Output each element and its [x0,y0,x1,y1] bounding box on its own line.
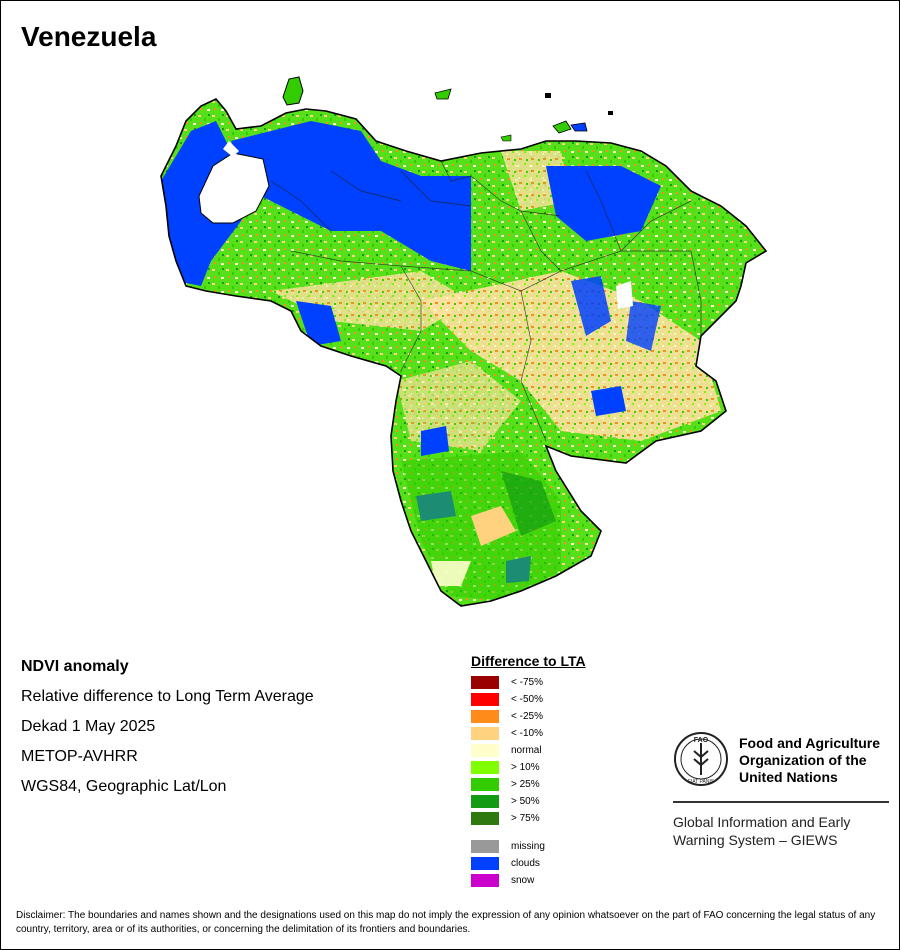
legend-label: > 75% [511,813,540,824]
info-heading: NDVI anomaly [21,658,129,675]
giews-name: Global Information and Early Warning Sys… [673,813,889,849]
legend-swatch [471,676,499,689]
legend-label: snow [511,875,535,886]
legend-row: normal [471,744,542,757]
ndvi-anomaly-map [160,76,767,607]
legend-swatch [471,812,499,825]
fao-org-line-1: Food and Agriculture [739,735,881,751]
giews-line-1: Global Information and Early [673,814,851,830]
fao-logo-icon: FAO FIAT PANIS [674,732,728,786]
legend-row: > 50% [471,795,540,808]
legend-swatch [471,840,499,853]
legend-row: > 75% [471,812,540,825]
legend-row: > 10% [471,761,540,774]
fao-org-name: Food and Agriculture Organization of the… [739,735,889,786]
legend-swatch [471,874,499,887]
fao-org-line-3: United Nations [739,769,838,785]
fao-org-line-2: Organization of the [739,752,867,768]
info-line-4: WGS84, Geographic Lat/Lon [21,778,227,795]
info-line-2: Dekad 1 May 2025 [21,718,156,735]
legend-row: clouds [471,857,540,870]
legend-label: > 50% [511,796,540,807]
fao-logo-acronym: FAO [694,737,709,744]
map-info-block: NDVI anomaly Relative difference to Long… [21,656,314,806]
info-line-3: METOP-AVHRR [21,748,138,765]
legend-swatch [471,727,499,740]
legend-swatch [471,744,499,757]
legend: Difference to LTA < -75% < -50% < -25% < -1… [471,653,586,887]
legend-label: < -50% [511,694,543,705]
legend-row: < -75% [471,676,543,689]
disclaimer: Disclaimer: The boundaries and names sho… [16,910,876,935]
legend-swatch [471,795,499,808]
fao-logo-motto: FIAT PANIS [688,779,715,785]
legend-swatch [471,710,499,723]
legend-label: normal [511,745,542,756]
legend-swatch [471,778,499,791]
legend-label: < -75% [511,677,543,688]
legend-row: snow [471,874,534,887]
legend-swatch [471,761,499,774]
legend-row: < -10% [471,727,543,740]
map-title: Venezuela [21,21,157,52]
legend-row: < -25% [471,710,543,723]
legend-row: missing [471,840,545,853]
giews-line-2: Warning System – GIEWS [673,832,838,848]
info-line-1: Relative difference to Long Term Average [21,688,314,705]
legend-swatch [471,693,499,706]
legend-label: > 25% [511,779,540,790]
legend-label: missing [511,841,545,852]
legend-swatch [471,857,499,870]
legend-label: < -25% [511,711,543,722]
legend-title: Difference to LTA [471,653,586,669]
legend-label: > 10% [511,762,540,773]
legend-label: clouds [511,858,540,869]
legend-label: < -10% [511,728,543,739]
legend-row: < -50% [471,693,543,706]
fao-divider [673,801,889,803]
legend-row: > 25% [471,778,540,791]
